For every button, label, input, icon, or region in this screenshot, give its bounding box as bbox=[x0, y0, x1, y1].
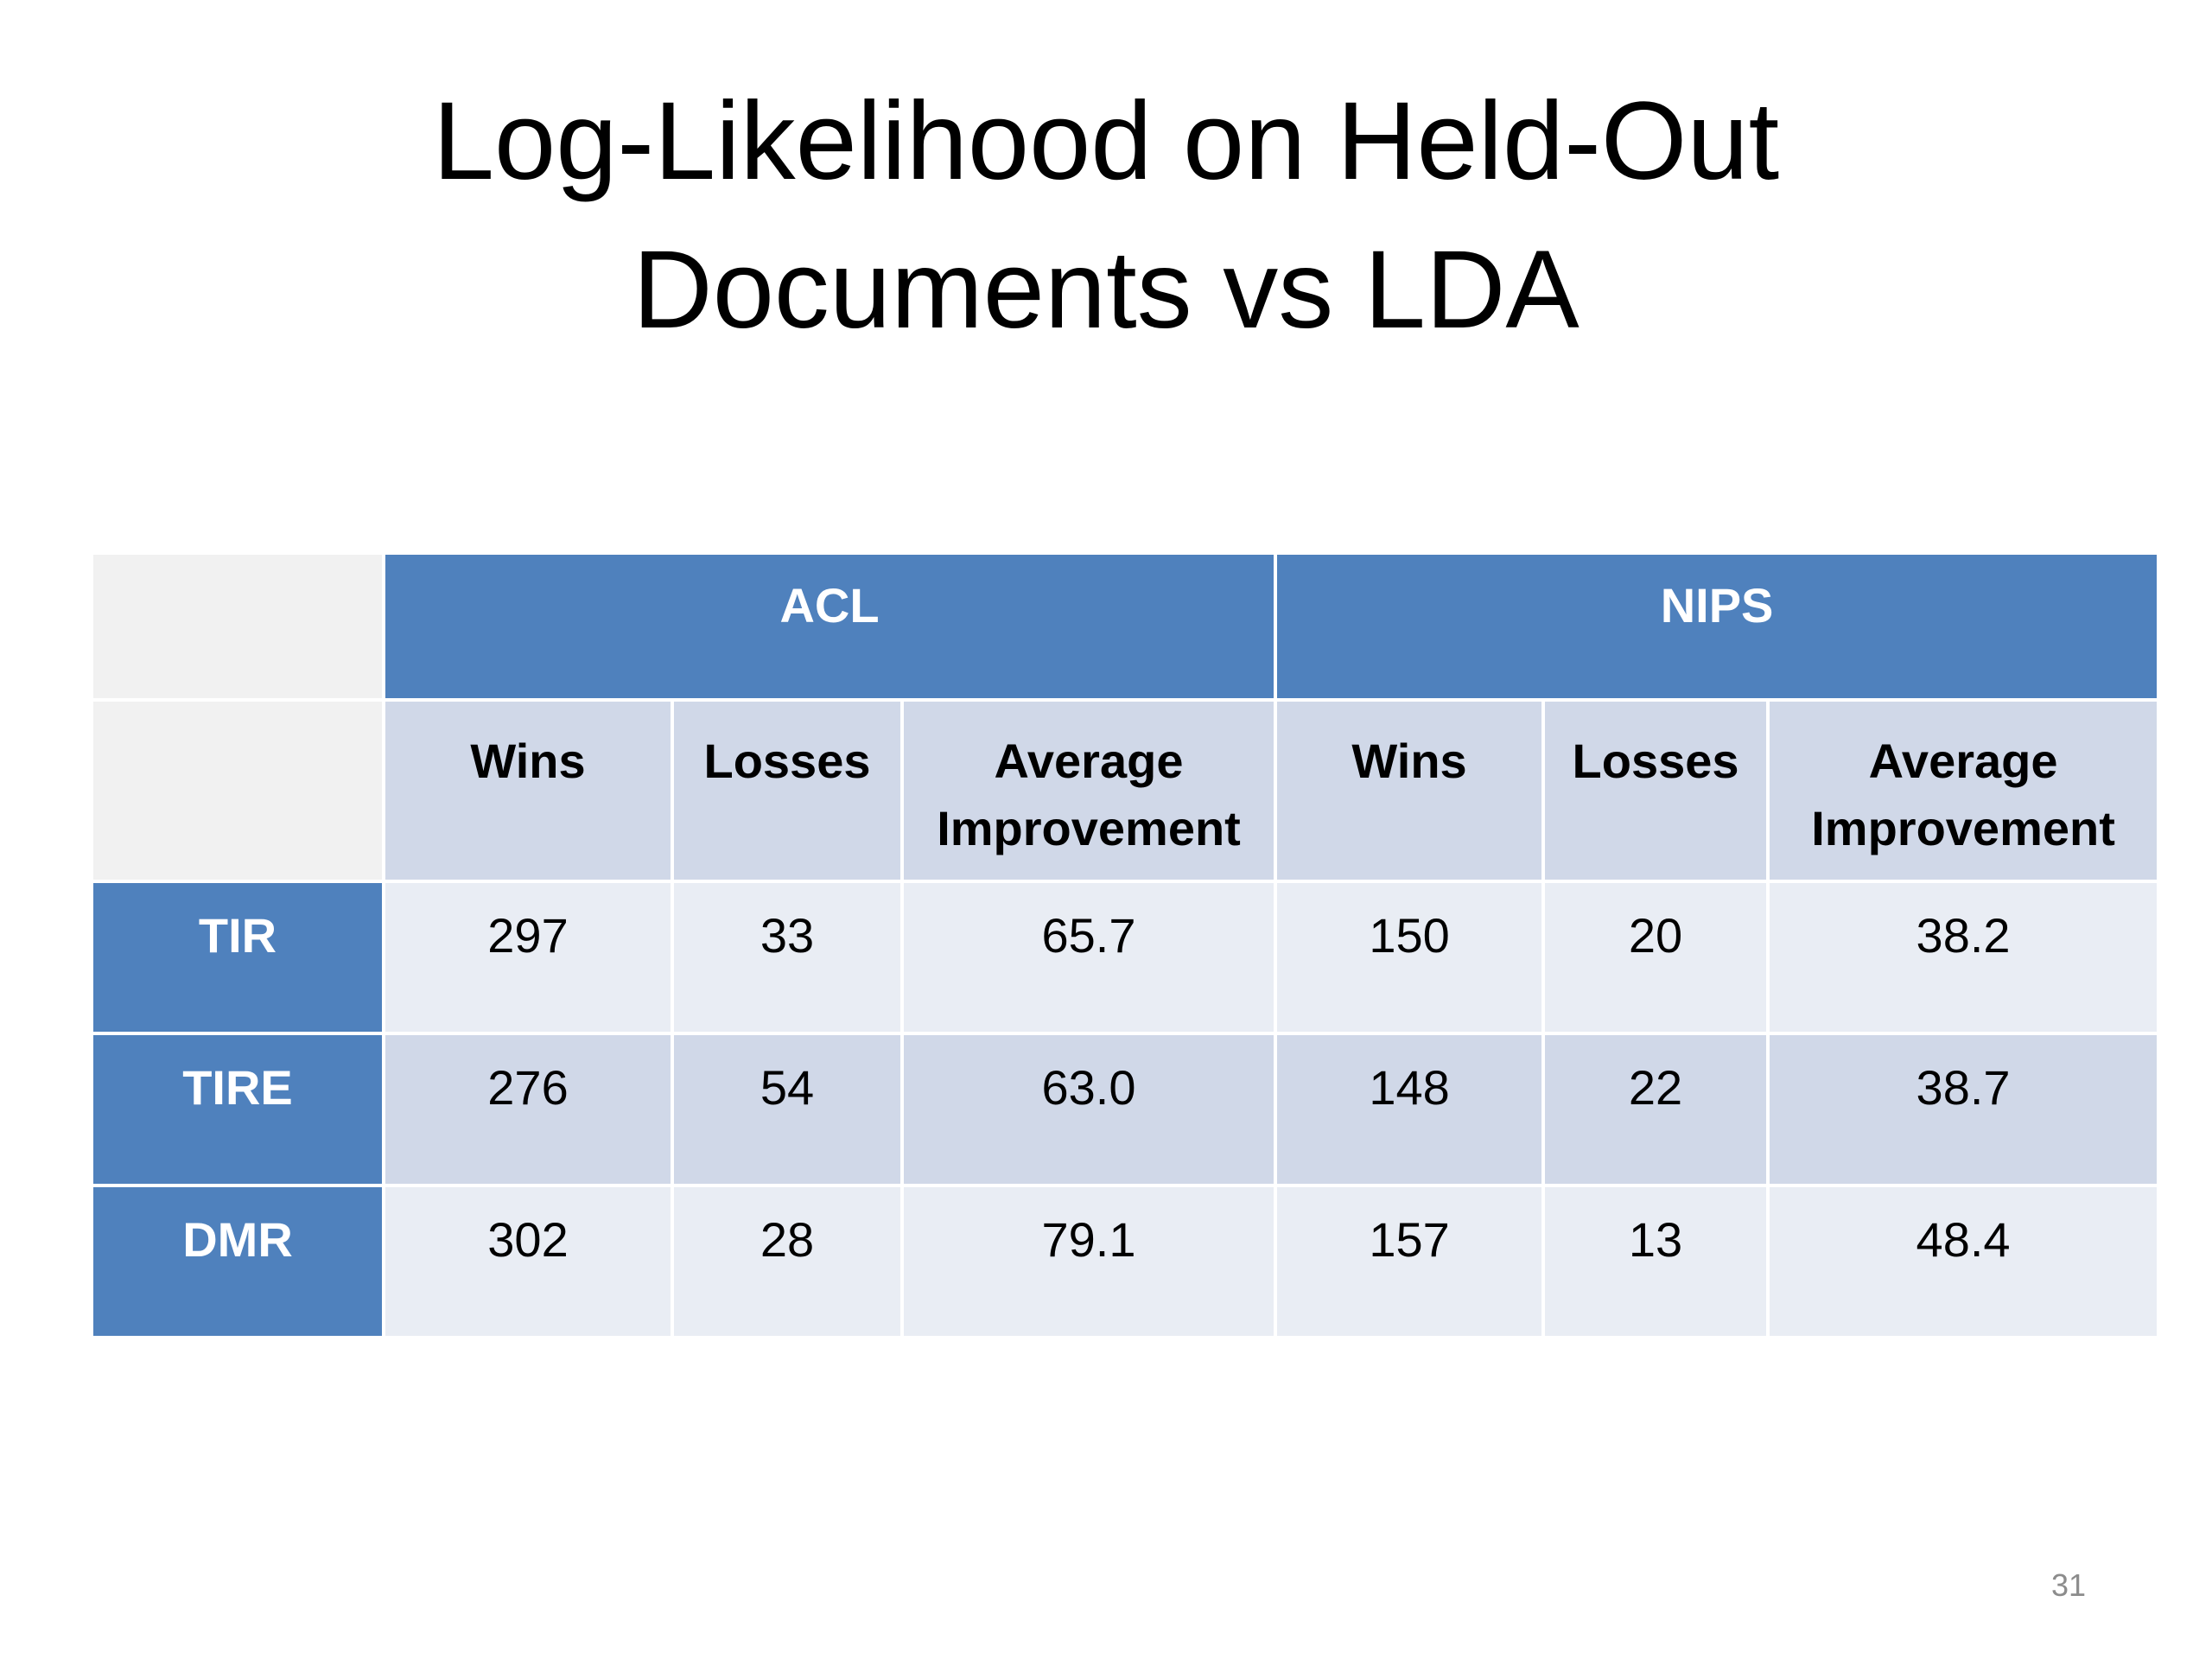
table-cell: 22 bbox=[1545, 1035, 1767, 1184]
column-header-acl-losses: Losses bbox=[674, 702, 900, 880]
row-header-tir: TIR bbox=[93, 883, 382, 1032]
results-table: ACL NIPS Wins Losses Average Improvement… bbox=[90, 551, 2160, 1339]
table-cell: 38.2 bbox=[1770, 883, 2158, 1032]
table-cell: 157 bbox=[1277, 1187, 1542, 1336]
table-cell: 13 bbox=[1545, 1187, 1767, 1336]
table-cell: 54 bbox=[674, 1035, 900, 1184]
page-number: 31 bbox=[2050, 1567, 2086, 1603]
group-header-acl: ACL bbox=[385, 555, 1274, 698]
slide-title: Log-Likelihood on Held-Out Documents vs … bbox=[0, 67, 2212, 365]
group-header-row: ACL NIPS bbox=[93, 555, 2158, 698]
table-cell: 276 bbox=[385, 1035, 671, 1184]
table-cell: 28 bbox=[674, 1187, 900, 1336]
corner-cell bbox=[93, 555, 382, 698]
table-cell: 79.1 bbox=[904, 1187, 1274, 1336]
column-header-acl-average-improvement: Average Improvement bbox=[904, 702, 1274, 880]
row-header-dmr: DMR bbox=[93, 1187, 382, 1336]
corner-cell bbox=[93, 702, 382, 880]
table-row-dmr: DMR 302 28 79.1 157 13 48.4 bbox=[93, 1187, 2158, 1336]
column-header-nips-wins: Wins bbox=[1277, 702, 1542, 880]
table-cell: 65.7 bbox=[904, 883, 1274, 1032]
results-table-container: ACL NIPS Wins Losses Average Improvement… bbox=[93, 555, 2158, 1336]
table-cell: 63.0 bbox=[904, 1035, 1274, 1184]
table-cell: 38.7 bbox=[1770, 1035, 2158, 1184]
column-header-nips-average-improvement: Average Improvement bbox=[1770, 702, 2158, 880]
slide-title-line-2: Documents vs LDA bbox=[632, 228, 1580, 352]
row-header-tire: TIRE bbox=[93, 1035, 382, 1184]
column-header-nips-losses: Losses bbox=[1545, 702, 1767, 880]
table-cell: 297 bbox=[385, 883, 671, 1032]
slide-title-line-1: Log-Likelihood on Held-Out bbox=[432, 79, 1780, 203]
table-cell: 20 bbox=[1545, 883, 1767, 1032]
table-cell: 33 bbox=[674, 883, 900, 1032]
group-header-nips: NIPS bbox=[1277, 555, 2158, 698]
table-row-tir: TIR 297 33 65.7 150 20 38.2 bbox=[93, 883, 2158, 1032]
table-cell: 148 bbox=[1277, 1035, 1542, 1184]
column-header-acl-wins: Wins bbox=[385, 702, 671, 880]
column-header-row: Wins Losses Average Improvement Wins Los… bbox=[93, 702, 2158, 880]
table-cell: 150 bbox=[1277, 883, 1542, 1032]
table-cell: 48.4 bbox=[1770, 1187, 2158, 1336]
table-cell: 302 bbox=[385, 1187, 671, 1336]
table-row-tire: TIRE 276 54 63.0 148 22 38.7 bbox=[93, 1035, 2158, 1184]
